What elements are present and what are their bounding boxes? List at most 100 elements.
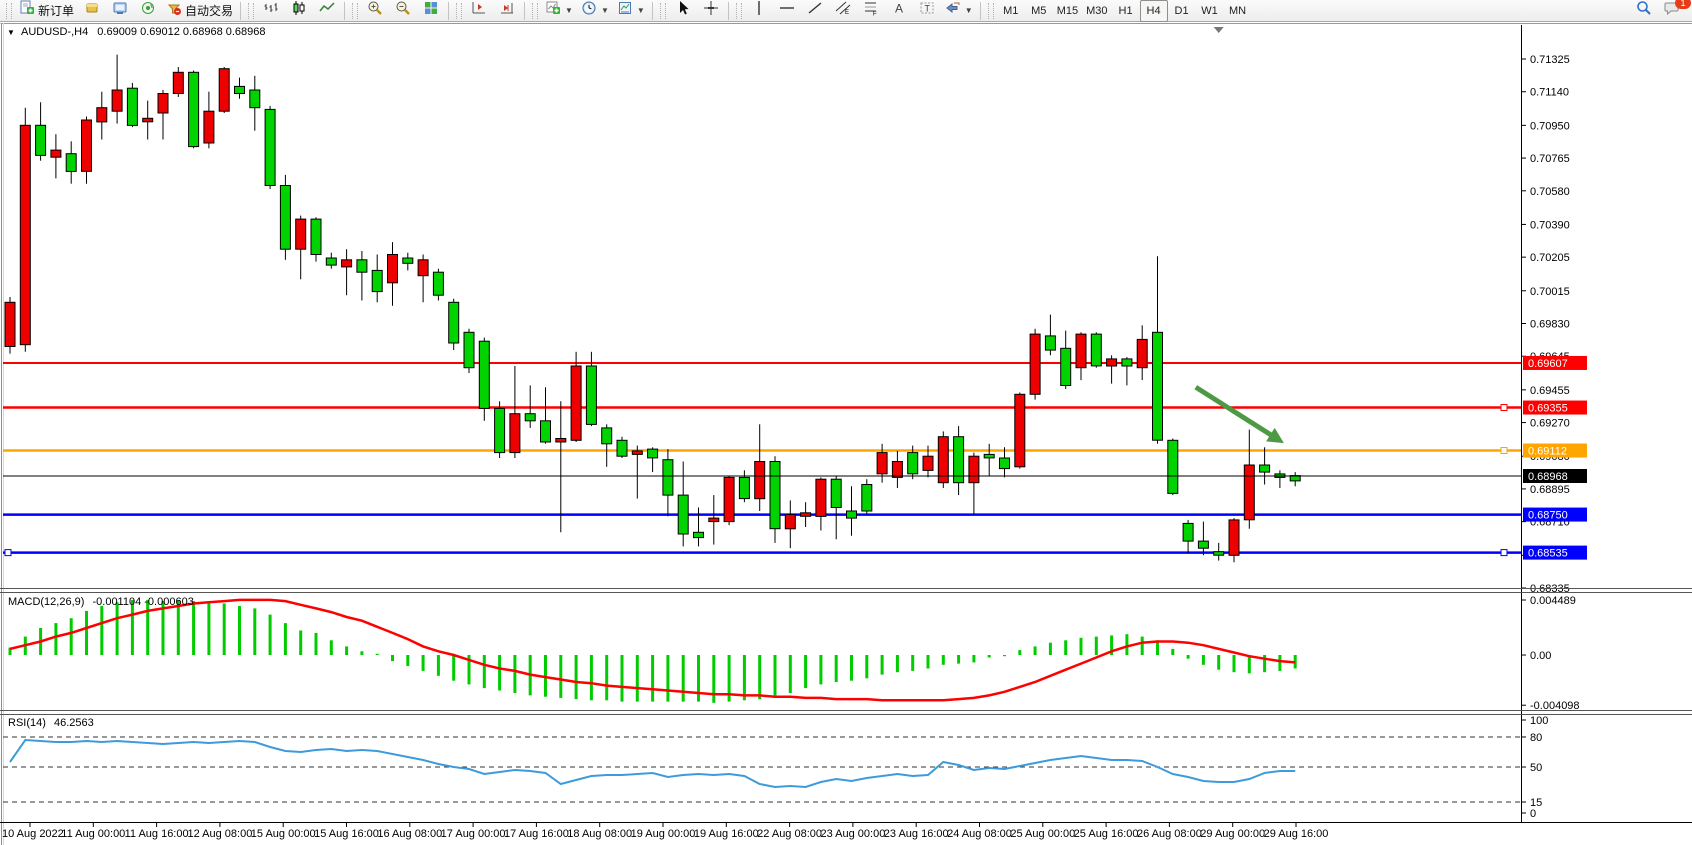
- candle: [295, 218, 307, 250]
- timeframe-d1-button[interactable]: D1: [1174, 4, 1189, 17]
- timeframe-m30-button[interactable]: M30: [1086, 4, 1108, 17]
- toolbar-grip: [248, 2, 255, 19]
- svg-text:0.69270: 0.69270: [1530, 418, 1570, 430]
- notifications-button[interactable]: 1: [1658, 0, 1691, 22]
- vertical-line-button[interactable]: [745, 0, 773, 22]
- svg-text:100: 100: [1530, 715, 1548, 727]
- toolbar-grip: [987, 2, 994, 19]
- auto-trading-button[interactable]: 自动交易: [162, 0, 237, 22]
- candle: [524, 413, 536, 422]
- signals-button[interactable]: [134, 0, 162, 22]
- price-marker: [1523, 469, 1587, 484]
- candle: [494, 407, 506, 454]
- trendline-button[interactable]: [801, 0, 829, 22]
- candle: [249, 89, 261, 109]
- svg-text:0.68968: 0.68968: [1528, 471, 1568, 483]
- zoom-out-button[interactable]: [389, 0, 417, 22]
- search-button[interactable]: [1630, 0, 1658, 22]
- candle: [861, 484, 873, 512]
- candle: [1029, 333, 1041, 395]
- crosshair-button[interactable]: [697, 0, 725, 22]
- svg-text:11 Aug 00:00: 11 Aug 00:00: [61, 828, 125, 840]
- timeframe-m1-button[interactable]: M1: [1003, 4, 1019, 17]
- candle: [234, 85, 245, 95]
- zoom-in-button[interactable]: [361, 0, 389, 22]
- candle-mode-button[interactable]: [285, 0, 313, 22]
- svg-text:0.69830: 0.69830: [1530, 318, 1570, 330]
- svg-text:15: 15: [1530, 797, 1542, 809]
- new-order-button[interactable]: 新订单: [15, 0, 78, 22]
- horizontal-line-button[interactable]: [773, 0, 801, 22]
- arrows-button[interactable]: ▼: [941, 0, 977, 22]
- macd-name: MACD(12,26,9): [8, 596, 85, 608]
- symbol-period-label: AUDUSD-,H4: [20, 26, 89, 38]
- candle: [1075, 333, 1087, 369]
- line-mode-icon: [319, 0, 335, 21]
- svg-text:0.68895: 0.68895: [1530, 484, 1570, 496]
- candle: [4, 301, 16, 347]
- toolbar-separator: [240, 1, 242, 20]
- market-watch-button[interactable]: [106, 0, 134, 22]
- candle: [1197, 540, 1209, 549]
- rsi-name: RSI(14): [8, 717, 46, 729]
- chart-profile-button[interactable]: [78, 0, 106, 22]
- price-marker: [1523, 545, 1587, 560]
- toolbar-separator: [727, 1, 729, 20]
- timeframe-h4-button[interactable]: H4: [1139, 0, 1168, 22]
- macd-values: -0.001104 -0.000603: [92, 596, 194, 608]
- template-icon: [617, 0, 633, 21]
- line-mode-button[interactable]: [313, 0, 341, 22]
- indicators-button[interactable]: ▼: [541, 0, 577, 22]
- timeframe-w1-button[interactable]: W1: [1201, 4, 1218, 17]
- candle: [1090, 333, 1102, 367]
- candle: [1228, 519, 1240, 556]
- svg-text:15 Aug 00:00: 15 Aug 00:00: [251, 828, 316, 840]
- tile-windows-button[interactable]: [417, 0, 445, 22]
- fibonacci-button[interactable]: F: [857, 0, 885, 22]
- auto-scroll-icon: [499, 0, 515, 21]
- templates-button[interactable]: ▼: [613, 0, 649, 22]
- auto-scroll-button[interactable]: [493, 0, 521, 22]
- annotation-arrow[interactable]: [1194, 385, 1284, 444]
- svg-text:0.69607: 0.69607: [1528, 358, 1568, 370]
- svg-text:18 Aug 08:00: 18 Aug 08:00: [567, 828, 632, 840]
- svg-text:0.70390: 0.70390: [1530, 219, 1570, 231]
- cursor-icon: [675, 0, 691, 21]
- periods-button[interactable]: ▼: [577, 0, 613, 22]
- svg-text:0.70205: 0.70205: [1530, 252, 1570, 264]
- timeframe-m5-button[interactable]: M5: [1031, 4, 1047, 17]
- price-marker: [1523, 355, 1587, 370]
- timeframe-h1-button[interactable]: H1: [1118, 4, 1133, 17]
- candle: [800, 512, 812, 517]
- candle: [509, 413, 521, 454]
- chart-shift-marker[interactable]: [1213, 27, 1224, 33]
- collapse-icon[interactable]: ▼: [7, 28, 15, 37]
- rsi-line: [9, 738, 1296, 789]
- bar-chart-mode-button[interactable]: [257, 0, 285, 22]
- candle: [218, 68, 230, 112]
- candle: [616, 439, 628, 457]
- add-indicator-icon: [545, 0, 561, 21]
- candle: [142, 117, 154, 123]
- auto-trade-icon: [166, 0, 182, 21]
- svg-text:0.71140: 0.71140: [1530, 87, 1569, 99]
- svg-text:50: 50: [1530, 762, 1542, 774]
- toolbar-separator: [979, 1, 981, 20]
- svg-text:16 Aug 08:00: 16 Aug 08:00: [377, 828, 442, 840]
- timeframe-mn-button[interactable]: MN: [1228, 4, 1247, 17]
- equidistant-channel-button[interactable]: E: [829, 0, 857, 22]
- toolbar-grip: [735, 2, 742, 19]
- svg-text:0.70015: 0.70015: [1530, 286, 1570, 298]
- toolbar-grip: [532, 2, 539, 19]
- candle: [968, 455, 980, 484]
- text-button[interactable]: A: [885, 0, 913, 22]
- svg-text:0: 0: [1530, 808, 1536, 820]
- cursor-button[interactable]: [669, 0, 697, 22]
- text-label-button[interactable]: T: [913, 0, 941, 22]
- timeframe-m15-button[interactable]: M15: [1056, 4, 1079, 17]
- chart-shift-button[interactable]: [465, 0, 493, 22]
- candle: [647, 448, 659, 459]
